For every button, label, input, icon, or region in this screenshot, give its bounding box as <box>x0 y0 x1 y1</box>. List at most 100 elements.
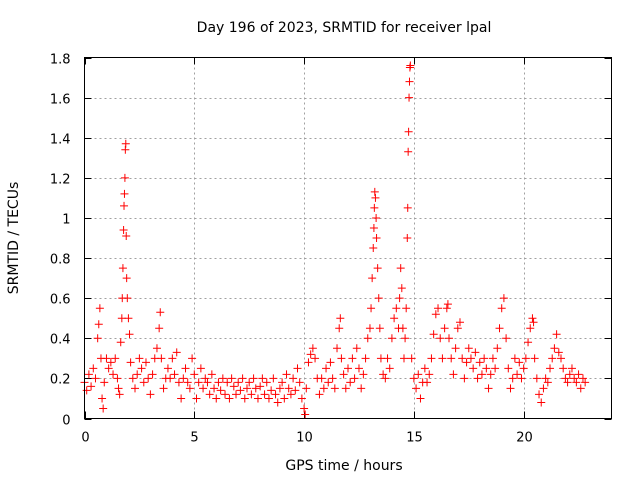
data-point <box>385 364 394 373</box>
x-tick-label: 20 <box>516 431 533 446</box>
data-point <box>563 378 572 387</box>
data-point <box>390 314 399 323</box>
data-point <box>506 384 515 393</box>
data-point <box>170 370 179 379</box>
data-point <box>116 338 125 347</box>
data-point <box>247 390 256 399</box>
data-point <box>521 354 530 363</box>
data-point <box>172 348 181 357</box>
data-point <box>275 384 284 393</box>
data-point <box>397 284 406 293</box>
data-point <box>480 354 489 363</box>
data-point <box>552 330 561 339</box>
data-point <box>337 354 346 363</box>
data-point <box>392 304 401 313</box>
data-point <box>537 398 546 407</box>
data-point <box>322 364 331 373</box>
data-point <box>104 364 113 373</box>
data-point <box>120 201 129 210</box>
data-point <box>203 378 212 387</box>
data-point <box>572 378 581 387</box>
data-point <box>403 203 412 212</box>
data-point <box>341 384 350 393</box>
data-point <box>256 382 265 391</box>
y-tick-label: 0.4 <box>50 333 71 348</box>
data-point <box>120 173 129 182</box>
data-point <box>486 370 495 379</box>
data-point <box>429 330 438 339</box>
data-point <box>348 354 357 363</box>
data-point <box>359 370 368 379</box>
data-point <box>524 338 533 347</box>
data-point <box>383 354 392 363</box>
data-point <box>581 378 590 387</box>
data-point <box>144 374 153 383</box>
data-point <box>304 358 313 367</box>
data-point <box>471 348 480 357</box>
data-point <box>374 294 383 303</box>
data-point <box>401 334 410 343</box>
data-point <box>365 324 374 333</box>
data-point <box>185 384 194 393</box>
data-point <box>556 354 565 363</box>
data-point <box>297 394 306 403</box>
data-point <box>371 193 380 202</box>
data-point <box>406 61 415 70</box>
data-point <box>482 364 491 373</box>
data-point <box>495 324 504 333</box>
data-point <box>416 394 425 403</box>
data-point <box>123 294 132 303</box>
data-point <box>194 378 203 387</box>
data-point <box>402 304 411 313</box>
data-point <box>436 334 445 343</box>
y-axis-label: SRMTID / TECUs <box>6 182 22 295</box>
data-point <box>137 364 146 373</box>
data-point <box>302 384 311 393</box>
data-point <box>216 386 225 395</box>
data-point <box>181 364 190 373</box>
data-point <box>548 354 557 363</box>
data-point <box>212 394 221 403</box>
data-point <box>493 344 502 353</box>
data-point <box>550 344 559 353</box>
data-point <box>99 404 108 413</box>
data-point <box>188 354 197 363</box>
data-point <box>163 364 172 373</box>
data-point <box>458 354 467 363</box>
data-point <box>372 213 381 222</box>
data-point <box>517 374 526 383</box>
data-point <box>139 378 148 387</box>
x-axis-label: GPS time / hours <box>285 458 402 474</box>
plot-frame <box>84 57 612 419</box>
data-point <box>546 364 555 373</box>
data-point <box>539 384 548 393</box>
data-point <box>131 384 140 393</box>
data-point <box>221 390 230 399</box>
data-point <box>98 394 107 403</box>
data-point <box>541 374 550 383</box>
data-point <box>168 354 177 363</box>
x-tick-label: 5 <box>190 431 198 446</box>
data-point <box>491 364 500 373</box>
data-point <box>115 390 124 399</box>
y-tick-label: 1.6 <box>50 93 71 108</box>
data-point <box>414 370 423 379</box>
data-point <box>225 394 234 403</box>
data-point <box>311 354 320 363</box>
data-point <box>249 374 258 383</box>
data-point <box>278 378 287 387</box>
data-point <box>324 378 333 387</box>
data-point <box>232 390 241 399</box>
data-point <box>199 384 208 393</box>
y-tick-label: 1 <box>62 213 70 228</box>
data-point <box>508 374 517 383</box>
data-point <box>192 394 201 403</box>
data-point <box>399 354 408 363</box>
y-tick-label: 0.8 <box>50 253 71 268</box>
data-point <box>300 404 309 413</box>
data-point <box>89 364 98 373</box>
data-point <box>367 304 376 313</box>
data-point <box>477 370 486 379</box>
data-point <box>156 308 165 317</box>
data-point <box>339 370 348 379</box>
